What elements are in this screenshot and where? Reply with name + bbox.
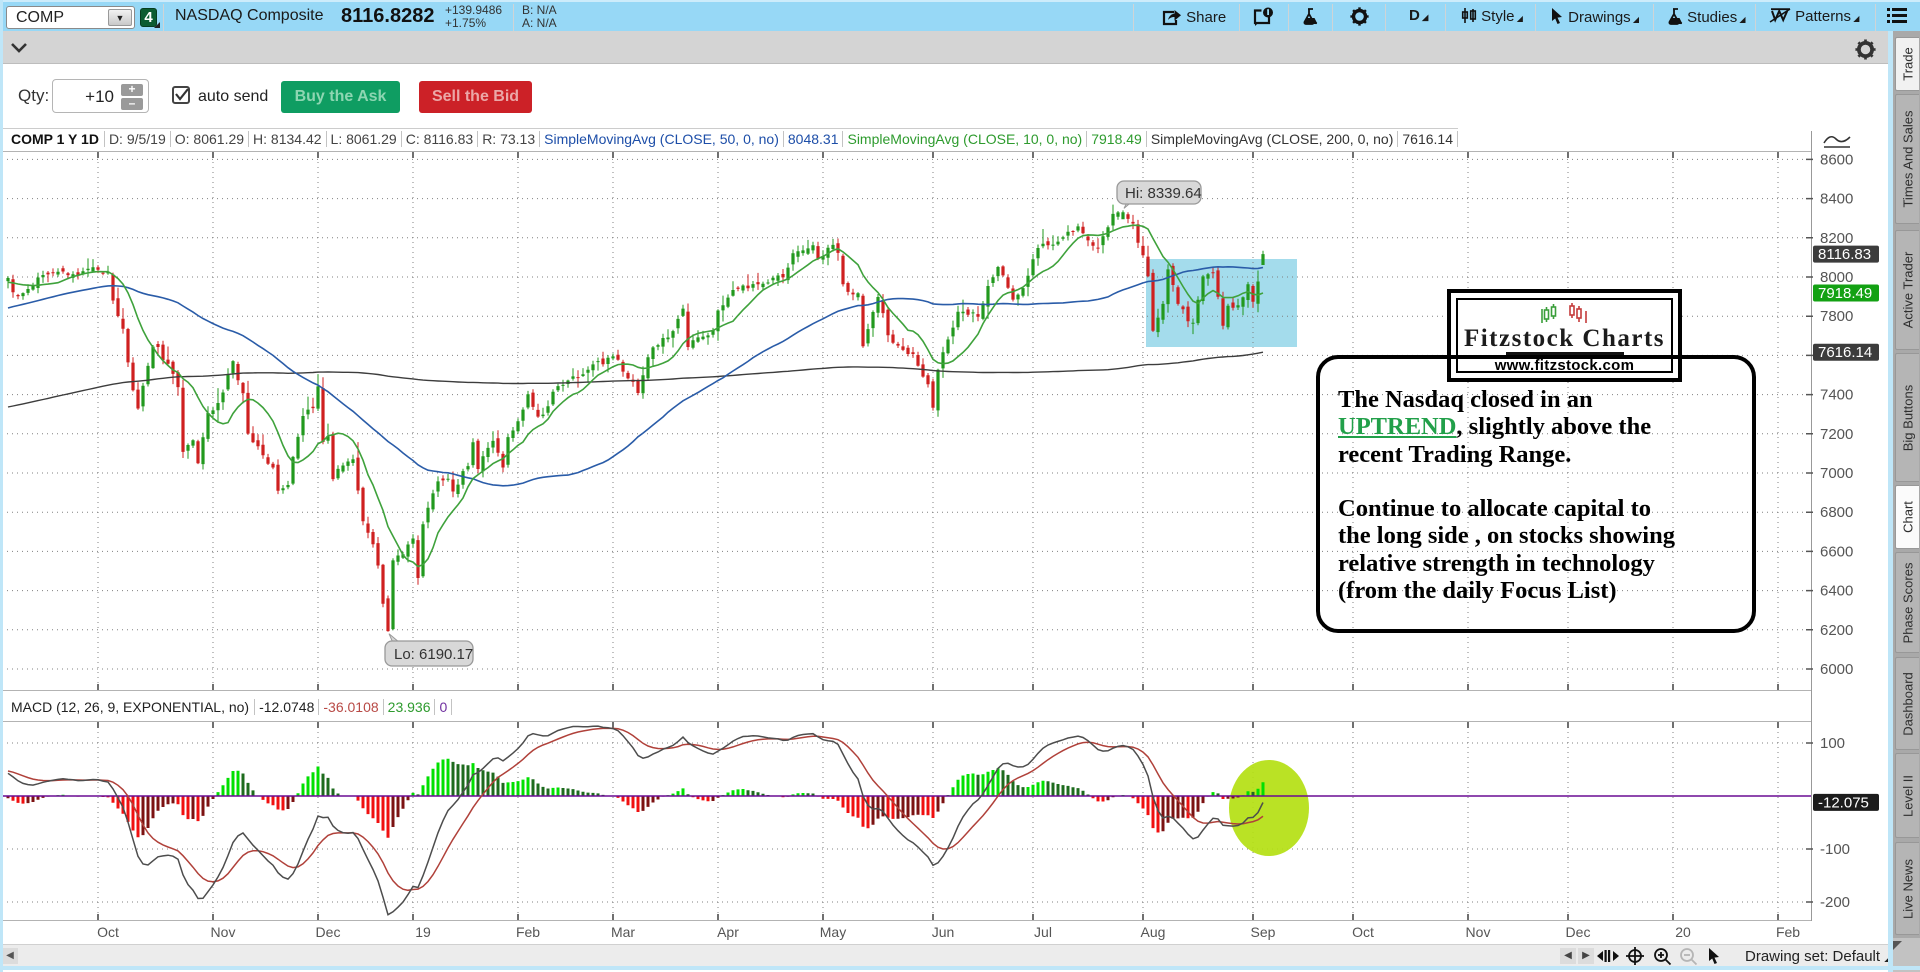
svg-text:Dec: Dec	[1566, 924, 1591, 940]
svg-text:-12.075: -12.075	[1818, 794, 1869, 811]
svg-text:7000: 7000	[1820, 465, 1853, 482]
svg-text:6400: 6400	[1820, 583, 1853, 600]
svg-text:6200: 6200	[1820, 622, 1853, 639]
svg-text:8000: 8000	[1820, 269, 1853, 286]
svg-text:-200: -200	[1820, 894, 1850, 911]
svg-text:Apr: Apr	[717, 924, 739, 940]
svg-text:7616.14: 7616.14	[1818, 344, 1872, 361]
svg-text:Oct: Oct	[1352, 924, 1374, 940]
svg-text:Nov: Nov	[1466, 924, 1491, 940]
svg-text:Jun: Jun	[932, 924, 955, 940]
svg-text:8400: 8400	[1820, 191, 1853, 208]
svg-text:8116.83: 8116.83	[1818, 246, 1871, 263]
svg-text:7400: 7400	[1820, 387, 1853, 404]
svg-text:Sep: Sep	[1251, 924, 1276, 940]
svg-text:Nov: Nov	[211, 924, 236, 940]
svg-text:Feb: Feb	[516, 924, 540, 940]
svg-text:Lo: 6190.17: Lo: 6190.17	[394, 646, 473, 663]
svg-text:20: 20	[1675, 924, 1691, 940]
svg-text:19: 19	[415, 924, 431, 940]
svg-text:6600: 6600	[1820, 543, 1853, 560]
svg-text:Dec: Dec	[316, 924, 341, 940]
svg-text:Aug: Aug	[1141, 924, 1166, 940]
svg-text:Feb: Feb	[1776, 924, 1800, 940]
svg-text:7200: 7200	[1820, 426, 1853, 443]
svg-text:8200: 8200	[1820, 230, 1853, 247]
svg-text:Oct: Oct	[97, 924, 119, 940]
svg-text:-100: -100	[1820, 841, 1850, 858]
svg-text:Hi: 8339.64: Hi: 8339.64	[1125, 185, 1202, 202]
svg-text:Mar: Mar	[611, 924, 635, 940]
svg-text:7918.49: 7918.49	[1818, 285, 1872, 302]
svg-text:100: 100	[1820, 735, 1845, 752]
svg-text:8600: 8600	[1820, 151, 1853, 168]
svg-text:6800: 6800	[1820, 504, 1853, 521]
svg-text:6000: 6000	[1820, 661, 1853, 678]
svg-text:7800: 7800	[1820, 308, 1853, 325]
svg-text:Jul: Jul	[1034, 924, 1052, 940]
svg-text:May: May	[820, 924, 846, 940]
